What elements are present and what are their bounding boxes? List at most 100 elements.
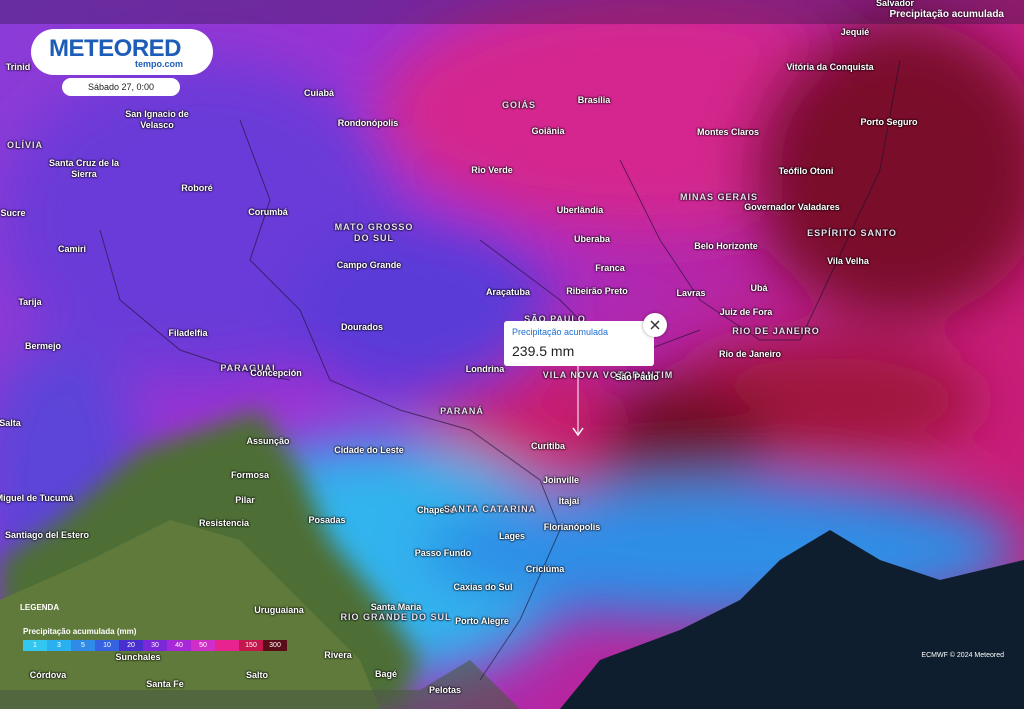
region-label: GOIÁS bbox=[501, 100, 537, 110]
city-label: Uberaba bbox=[573, 234, 611, 244]
city-label: Bagé bbox=[374, 669, 398, 679]
city-label: Franca bbox=[595, 263, 625, 273]
city-label: Santa Fe bbox=[146, 679, 184, 689]
legend-title: LEGENDA bbox=[20, 603, 60, 612]
legend-stop: 5 bbox=[71, 640, 95, 651]
city-label: Chapecó bbox=[416, 505, 456, 515]
city-label: Roboré bbox=[181, 183, 213, 193]
legend-stop: 40 bbox=[167, 640, 191, 651]
legend-subtitle: Precipitação acumulada (mm) bbox=[23, 627, 137, 636]
city-label: Cuiabá bbox=[303, 88, 335, 98]
city-label: Porto Alegre bbox=[455, 616, 509, 626]
city-label: Governador Valadares bbox=[744, 202, 840, 212]
region-label: PARANÁ bbox=[440, 406, 484, 416]
city-label: Ribeirão Preto bbox=[566, 286, 628, 296]
city-label: Concepción bbox=[250, 368, 302, 378]
city-label: Salvador bbox=[875, 0, 915, 8]
city-label: Uruguaiana bbox=[254, 605, 304, 615]
city-label: Resistencia bbox=[198, 518, 250, 528]
top-bar bbox=[0, 0, 1024, 24]
info-popup: Precipitação acumulada 239.5 mm bbox=[504, 321, 654, 366]
layer-name[interactable]: Precipitação acumulada bbox=[889, 9, 1005, 20]
city-label: Campo Grande bbox=[336, 260, 402, 270]
legend-stop: 30 bbox=[143, 640, 167, 651]
logo[interactable]: METEORED tempo.com bbox=[31, 29, 213, 75]
city-label: San Miguel de Tucumá bbox=[0, 493, 74, 503]
region-label: RIO DE JANEIRO bbox=[732, 326, 820, 336]
city-label: Jequié bbox=[840, 27, 870, 37]
city-label: Rio de Janeiro bbox=[718, 349, 782, 359]
legend-stop bbox=[215, 640, 239, 651]
popup-pointer bbox=[572, 365, 584, 437]
legend-stop: 1 bbox=[23, 640, 47, 651]
legend-stop: 300 bbox=[263, 640, 287, 651]
city-label: Camiri bbox=[57, 244, 87, 254]
city-label: Bermejo bbox=[24, 341, 62, 351]
city-label: Cidade do Leste bbox=[334, 445, 404, 455]
city-label: Vila Velha bbox=[827, 256, 869, 266]
city-label: Filadelfia bbox=[168, 328, 208, 338]
close-icon bbox=[650, 320, 660, 330]
city-label: Lavras bbox=[676, 288, 706, 298]
city-label: Araçatuba bbox=[485, 287, 531, 297]
popup-close[interactable] bbox=[643, 313, 667, 337]
city-label: Posadas bbox=[308, 515, 346, 525]
region-label: SÃO PAULO bbox=[524, 314, 586, 324]
legend-stop: 3 bbox=[47, 640, 71, 651]
region-label: ESPÍRITO SANTO bbox=[807, 228, 897, 238]
region-label: RIO GRANDE DO SUL bbox=[340, 612, 452, 622]
legend-stop: 150 bbox=[239, 640, 263, 651]
city-label: Formosa bbox=[230, 470, 270, 480]
region-label: MINAS GERAIS bbox=[679, 192, 759, 202]
city-label: Itajaí bbox=[558, 496, 580, 506]
city-label: Sunchales bbox=[115, 652, 161, 662]
city-label: Goiânia bbox=[531, 126, 565, 136]
logo-subtext: tempo.com bbox=[134, 59, 183, 69]
region-label: OLÍVIA bbox=[6, 140, 44, 150]
legend-bar: 1 3 5 10 20 30 40 50 150 300 bbox=[23, 640, 287, 651]
city-label: Santiago del Estero bbox=[4, 530, 90, 540]
region-label: MATO GROSSO DO SUL bbox=[334, 222, 414, 243]
city-label: Córdova bbox=[29, 670, 67, 680]
city-label: Trinid bbox=[5, 62, 31, 72]
city-label: Belo Horizonte bbox=[694, 241, 758, 251]
region-label: VILA NOVA VOTORANTIM bbox=[542, 370, 674, 380]
region-label: SANTA CATARINA bbox=[443, 504, 537, 514]
city-label: Dourados bbox=[340, 322, 384, 332]
city-label: Florianópolis bbox=[543, 522, 601, 532]
city-label: Assunção bbox=[246, 436, 290, 446]
city-label: Rio Verde bbox=[471, 165, 513, 175]
city-label: San Ignacio de Velasco bbox=[125, 109, 189, 130]
city-label: Rondonópolis bbox=[337, 118, 399, 128]
legend-stop: 10 bbox=[95, 640, 119, 651]
city-label: Tarija bbox=[18, 297, 42, 307]
city-label: Lages bbox=[498, 531, 526, 541]
city-label: Ubá bbox=[750, 283, 768, 293]
city-label: Criciúma bbox=[525, 564, 565, 574]
popup-value: 239.5 mm bbox=[512, 343, 575, 359]
city-label: Curitiba bbox=[530, 441, 566, 451]
city-label: Vitória da Conquista bbox=[786, 62, 874, 72]
city-label: Rivera bbox=[324, 650, 352, 660]
city-label: Montes Claros bbox=[696, 127, 760, 137]
legend-stop: 20 bbox=[119, 640, 143, 651]
date-label[interactable]: Sábado 27, 0:00 bbox=[62, 78, 180, 96]
city-label: Sucre bbox=[0, 208, 26, 218]
city-label: Joinville bbox=[542, 475, 580, 485]
legend-stop: 50 bbox=[191, 640, 215, 651]
city-label: Salta bbox=[0, 418, 21, 428]
attribution: ECMWF © 2024 Meteored bbox=[921, 652, 1004, 659]
city-label: Pelotas bbox=[428, 685, 462, 695]
city-label: Porto Seguro bbox=[860, 117, 918, 127]
city-label: Santa Cruz de la Sierra bbox=[48, 158, 120, 179]
city-label: Londrina bbox=[465, 364, 505, 374]
city-label: Caxias do Sul bbox=[453, 582, 513, 592]
city-label: Juiz de Fora bbox=[719, 307, 773, 317]
city-label: Teófilo Otoni bbox=[778, 166, 834, 176]
city-label: Santa Maria bbox=[370, 602, 422, 612]
city-label: Pilar bbox=[235, 495, 255, 505]
city-label: São Paulo bbox=[615, 372, 659, 382]
